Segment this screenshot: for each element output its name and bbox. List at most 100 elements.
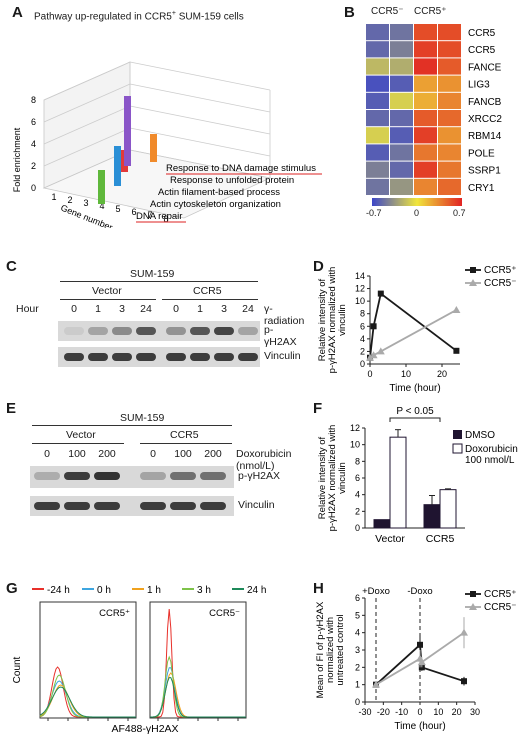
panel-letter: H bbox=[313, 580, 324, 597]
y-tick-label: 4 bbox=[360, 334, 365, 344]
wall-gridlines bbox=[43, 61, 271, 178]
heatmap-col-pos: CCR5⁺ bbox=[414, 6, 447, 17]
bar bbox=[389, 436, 407, 529]
data-point bbox=[370, 323, 377, 330]
blot-row-label: Vinculin bbox=[264, 350, 301, 362]
heatmap-cell bbox=[390, 58, 413, 75]
y-axis-label: vinculin bbox=[337, 462, 348, 494]
heatmap-cell bbox=[438, 58, 461, 75]
hour-tick: 1 bbox=[197, 303, 203, 315]
x-tick-label: 20 bbox=[437, 369, 447, 379]
panel-e: E SUM-159 Vector CCR5 0 100 200 0 100 200 Dox… bbox=[0, 400, 300, 530]
y-axis-label: Relative intensity of bbox=[317, 436, 328, 519]
heatmap-cell bbox=[390, 92, 413, 109]
y-axis-label: p-γH2AX normalized with bbox=[327, 425, 338, 532]
blot-p-gh2ax bbox=[58, 321, 260, 341]
y-axis-label: Count bbox=[12, 656, 23, 683]
panel-letter: E bbox=[6, 400, 17, 417]
group-ccr5-label: CCR5 bbox=[170, 429, 199, 441]
data-point bbox=[417, 641, 423, 648]
heatmap-col-neg: CCR5⁻ bbox=[371, 6, 404, 17]
blot-band bbox=[170, 502, 196, 510]
heatmap-cell bbox=[414, 92, 437, 109]
blot-band bbox=[112, 353, 132, 361]
histogram-label: CCR5⁻ bbox=[209, 608, 240, 619]
y-tick-label: 5 bbox=[355, 610, 360, 620]
heatmap-cell bbox=[438, 178, 461, 195]
heatmap-cell bbox=[414, 41, 437, 58]
blot-band bbox=[64, 502, 90, 510]
histogram-curve bbox=[39, 686, 136, 718]
heatmap-cell bbox=[366, 110, 389, 127]
hour-tick: 24 bbox=[242, 303, 254, 315]
histogram-frame bbox=[39, 601, 137, 719]
hour-tick: 0 bbox=[173, 303, 179, 315]
heatmap-cell bbox=[438, 127, 461, 144]
heatmap-cell bbox=[366, 161, 389, 178]
panel-letter: B bbox=[344, 4, 355, 21]
title-text: Pathway up-regulated in CCR5 bbox=[34, 11, 172, 23]
legend-label: CCR5⁻ bbox=[484, 602, 517, 613]
blot-p-gh2ax bbox=[30, 466, 234, 488]
x-tick: 4 bbox=[99, 201, 104, 211]
x-tick: 7 bbox=[147, 210, 152, 220]
panel-letter: C bbox=[6, 258, 17, 275]
blot-band bbox=[112, 327, 132, 335]
x-tick-label: 30 bbox=[470, 707, 480, 717]
blot-band bbox=[88, 353, 108, 361]
heatmap-cell bbox=[390, 144, 413, 161]
blot-band bbox=[34, 502, 60, 510]
blot-row-label: p-γH2AX bbox=[238, 470, 281, 482]
hour-tick: 3 bbox=[119, 303, 125, 315]
heatmap-cell bbox=[390, 75, 413, 92]
y-tick-label: 12 bbox=[355, 284, 365, 294]
dose-tick: 100 bbox=[68, 448, 86, 460]
heatmap-cell bbox=[366, 41, 389, 58]
x-tick: 6 bbox=[131, 207, 136, 217]
cell-line-bracket bbox=[60, 281, 258, 282]
legend-label: -24 h bbox=[47, 585, 70, 596]
blot-band bbox=[170, 472, 196, 480]
line-chart-h: 0 1 2 3 4 5 6 -30 -20 -10 0 10 20 30 Mean of FI of p-γ… bbox=[315, 586, 517, 732]
legend-label: 3 h bbox=[197, 585, 211, 596]
heatmap-cell bbox=[366, 58, 389, 75]
heatmap-cell bbox=[414, 161, 437, 178]
blot-row-label: p-γH2AX bbox=[264, 324, 297, 348]
group-vector-bracket bbox=[60, 299, 156, 300]
gene-label: LIG3 bbox=[468, 80, 490, 91]
x-axis-label: AF488-γH2AX bbox=[111, 723, 178, 735]
legend-marker bbox=[470, 267, 476, 273]
panel-letter: F bbox=[313, 400, 323, 417]
blot-band bbox=[200, 502, 226, 510]
heatmap-cell bbox=[390, 161, 413, 178]
heatmap-cell bbox=[414, 24, 437, 41]
y-tick-label: 14 bbox=[355, 271, 365, 281]
heatmap-cell bbox=[390, 178, 413, 195]
histogram-curve bbox=[39, 674, 136, 718]
panel-letter: D bbox=[313, 258, 324, 275]
heatmap-cell bbox=[438, 161, 461, 178]
category-label: CCR5 bbox=[426, 533, 455, 545]
y-tick-label: 10 bbox=[355, 296, 365, 306]
heatmap-cell bbox=[438, 92, 461, 109]
gene-label: FANCE bbox=[468, 62, 502, 73]
group-ccr5-bracket bbox=[140, 443, 232, 444]
heatmap-cell bbox=[390, 110, 413, 127]
legend-swatch bbox=[453, 430, 462, 439]
legend-label: 0 h bbox=[97, 585, 111, 596]
y-axis-label: vinculin bbox=[337, 304, 348, 336]
group-vector-bracket bbox=[32, 443, 124, 444]
y-tick-label: 10 bbox=[350, 440, 360, 450]
heatmap-cell bbox=[390, 127, 413, 144]
dose-tick: 200 bbox=[204, 448, 222, 460]
color-scale-bar bbox=[372, 198, 462, 206]
x-tick: 2 bbox=[67, 195, 72, 205]
heatmap-cell bbox=[366, 144, 389, 161]
x-axis-label: Time (hour) bbox=[389, 383, 440, 394]
hour-tick: 3 bbox=[221, 303, 227, 315]
y-tick-label: 8 bbox=[360, 309, 365, 319]
legend-marker bbox=[469, 603, 477, 610]
y-tick-label: 0 bbox=[355, 523, 360, 533]
legend-marker bbox=[469, 279, 477, 286]
data-point bbox=[366, 353, 374, 361]
